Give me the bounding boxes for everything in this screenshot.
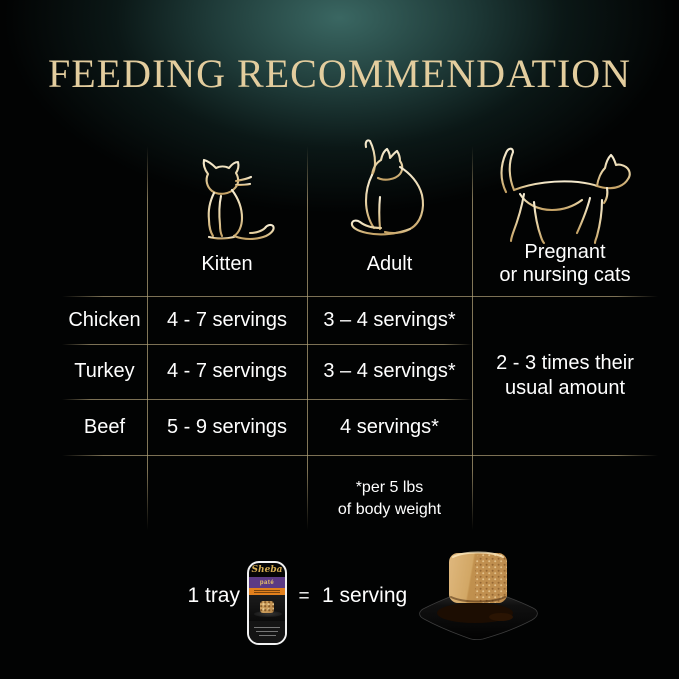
page-title: FEEDING RECOMMENDATION	[47, 51, 632, 96]
cell-beef-kitten: 5 - 9 servings	[166, 416, 288, 438]
column-divider	[307, 146, 308, 530]
package-purple-band: paté	[249, 577, 285, 588]
sheba-brand-logo: Sheba	[251, 565, 283, 575]
serving-label: 1 serving	[322, 584, 408, 607]
row-header-turkey: Turkey	[74, 360, 135, 382]
cell-beef-adult: 4 servings*	[340, 416, 439, 438]
row-divider	[62, 344, 472, 345]
column-header-pregnant: Pregnant or nursing cats	[499, 241, 631, 286]
adult-cat-icon	[350, 139, 424, 236]
package-orange-band	[249, 588, 285, 595]
column-header-kitten: Kitten	[201, 253, 253, 275]
cell-turkey-kitten: 4 - 7 servings	[166, 360, 288, 382]
pate-thumbnail	[260, 601, 274, 613]
row-header-beef: Beef	[83, 416, 126, 438]
column-header-adult: Adult	[366, 253, 413, 275]
cell-pregnant-note: 2 - 3 times their usual amount	[496, 351, 634, 399]
pate-serving-image	[419, 551, 538, 641]
column-divider	[147, 146, 148, 530]
tray-label: 1 tray	[187, 584, 240, 607]
sheba-tray-package: Sheba paté	[247, 561, 287, 645]
cell-chicken-adult: 3 – 4 servings*	[323, 309, 456, 331]
row-divider	[62, 399, 472, 400]
cell-turkey-adult: 3 – 4 servings*	[323, 360, 456, 382]
kitten-cat-icon	[202, 158, 275, 241]
row-header-chicken: Chicken	[68, 309, 141, 331]
equals-sign: =	[298, 586, 310, 607]
cell-chicken-kitten: 4 - 7 servings	[166, 309, 288, 331]
pregnant-cat-icon	[500, 147, 631, 245]
package-pate-photo	[249, 595, 285, 621]
serving-footnote: *per 5 lbs of body weight	[337, 479, 442, 518]
row-divider	[62, 296, 658, 297]
column-divider	[472, 146, 473, 530]
package-info-text	[249, 621, 285, 643]
row-divider	[62, 455, 658, 456]
